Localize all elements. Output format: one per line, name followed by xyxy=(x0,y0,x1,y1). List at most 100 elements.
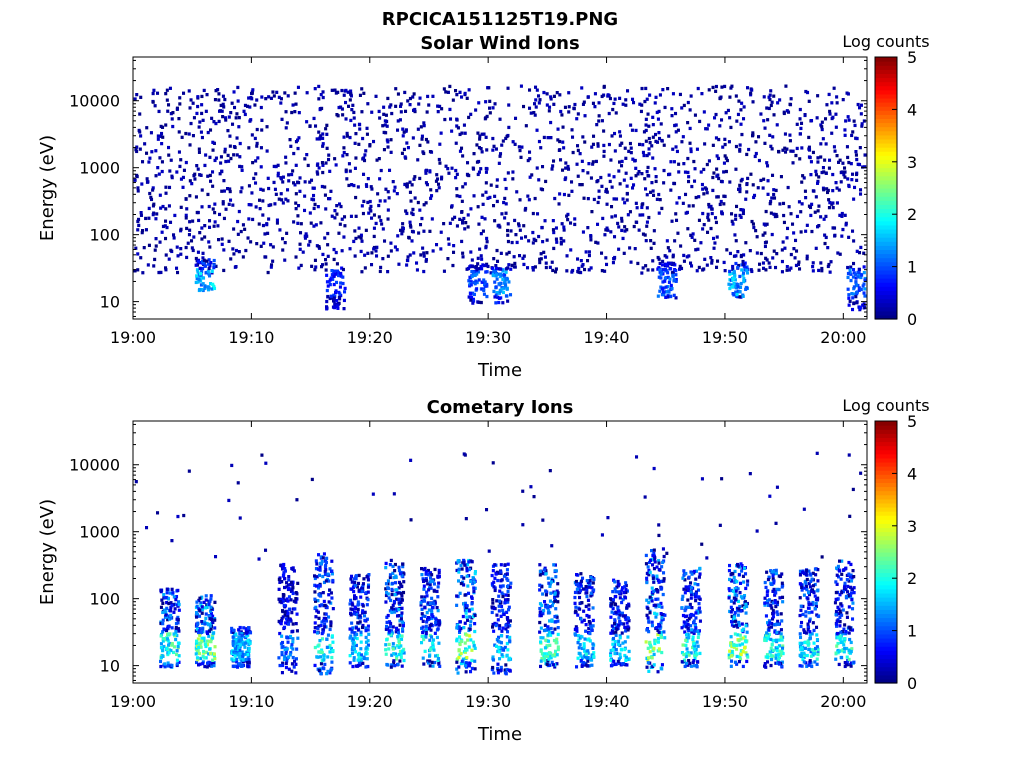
burst-count xyxy=(202,276,206,280)
background-count xyxy=(495,199,499,204)
burst-count xyxy=(391,571,395,575)
background-count xyxy=(841,161,845,165)
colorbar-segment xyxy=(875,216,897,222)
background-count xyxy=(303,180,307,184)
background-count xyxy=(384,187,388,191)
burst-count xyxy=(384,593,388,598)
background-count xyxy=(719,179,723,184)
burst-count xyxy=(855,301,859,305)
burst-count xyxy=(502,612,506,616)
background-count xyxy=(360,204,364,208)
background-count xyxy=(533,102,537,106)
burst-count xyxy=(165,615,169,619)
burst-count xyxy=(295,629,299,633)
background-count xyxy=(221,200,225,204)
background-count xyxy=(550,167,554,171)
burst-count xyxy=(612,659,616,663)
background-count xyxy=(695,269,699,273)
background-count xyxy=(635,206,639,210)
burst-count xyxy=(457,625,461,629)
background-count xyxy=(631,186,635,190)
background-count xyxy=(581,135,585,139)
background-count xyxy=(164,219,168,223)
burst-count xyxy=(401,624,405,628)
background-count xyxy=(160,142,164,146)
background-count xyxy=(136,189,140,193)
burst-count xyxy=(477,300,481,304)
burst-count xyxy=(320,603,324,607)
background-count xyxy=(674,111,678,116)
burst-count xyxy=(540,656,544,661)
burst-count xyxy=(846,287,850,291)
burst-count xyxy=(234,643,238,647)
background-count xyxy=(558,93,562,97)
burst-count xyxy=(281,663,285,668)
background-count xyxy=(623,146,627,150)
burst-count xyxy=(283,647,287,652)
background-count xyxy=(658,198,662,202)
burst-count xyxy=(231,640,235,644)
burst-count xyxy=(455,568,459,573)
burst-count xyxy=(363,610,367,614)
background-count xyxy=(722,170,726,174)
background-count xyxy=(170,117,174,121)
burst-count xyxy=(611,642,615,646)
burst-count xyxy=(210,664,214,668)
background-count xyxy=(371,492,375,496)
background-count xyxy=(429,196,433,200)
burst-count xyxy=(234,641,238,645)
burst-count xyxy=(728,269,732,274)
background-count xyxy=(587,162,591,166)
background-count xyxy=(220,169,224,174)
background-count xyxy=(827,166,831,170)
background-count xyxy=(742,105,746,109)
background-count xyxy=(850,133,854,138)
background-count xyxy=(451,263,455,268)
burst-count xyxy=(577,634,581,638)
burst-count xyxy=(392,575,396,580)
burst-count xyxy=(211,620,215,625)
background-count xyxy=(297,266,301,270)
background-count xyxy=(237,250,241,254)
background-count xyxy=(673,181,677,186)
burst-count xyxy=(366,643,370,647)
background-count xyxy=(514,233,518,237)
burst-count xyxy=(284,665,288,670)
background-count xyxy=(463,91,467,96)
background-count xyxy=(742,253,746,257)
background-count xyxy=(206,192,210,197)
burst-count xyxy=(391,625,395,629)
background-count xyxy=(819,123,823,127)
burst-count xyxy=(364,665,368,669)
burst-count xyxy=(497,594,501,598)
burst-count xyxy=(576,584,580,588)
background-count xyxy=(715,265,719,269)
background-count xyxy=(528,150,532,154)
burst-count xyxy=(356,663,360,668)
background-count xyxy=(261,223,265,228)
background-count xyxy=(408,180,412,184)
background-count xyxy=(228,189,232,194)
background-count xyxy=(209,128,213,132)
background-count xyxy=(197,147,201,151)
background-count xyxy=(612,175,616,179)
background-count xyxy=(299,263,303,268)
burst-count xyxy=(399,614,403,618)
burst-count xyxy=(592,577,596,582)
background-count xyxy=(212,141,216,145)
colorbar-segment xyxy=(875,294,897,300)
background-count xyxy=(649,239,653,243)
background-count xyxy=(179,227,183,231)
background-count xyxy=(333,216,337,220)
burst-count xyxy=(732,269,736,274)
background-count xyxy=(181,175,185,180)
burst-count xyxy=(393,664,397,668)
burst-count xyxy=(472,589,476,593)
burst-count xyxy=(505,667,509,672)
burst-count xyxy=(209,611,213,616)
burst-count xyxy=(852,268,856,272)
burst-count xyxy=(583,637,587,641)
burst-count xyxy=(549,633,553,637)
background-count xyxy=(764,268,768,272)
background-count xyxy=(498,154,502,158)
